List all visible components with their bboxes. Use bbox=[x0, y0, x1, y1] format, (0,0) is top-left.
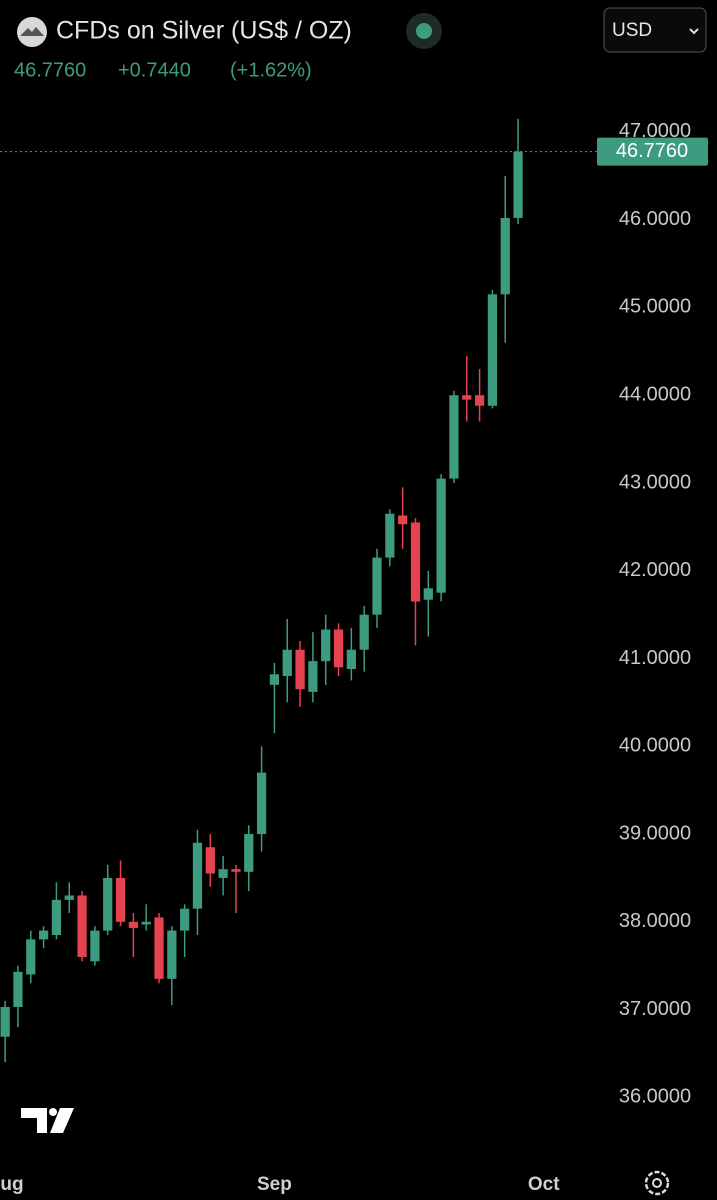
last-price-label: 46.7760 bbox=[616, 140, 688, 162]
y-tick-label: 46.0000 bbox=[619, 208, 691, 230]
candle-body bbox=[154, 917, 164, 979]
currency-select[interactable] bbox=[603, 7, 707, 53]
candle-body bbox=[385, 513, 395, 558]
tv-logo bbox=[21, 1108, 74, 1133]
plot: 36.0000 37.0000 38.0000 39.0000 40.0000 41.00… bbox=[0, 118, 708, 1195]
candle-body bbox=[51, 899, 62, 935]
y-tick-label: 36.0000 bbox=[619, 1086, 691, 1108]
tv-logo-dot bbox=[49, 1108, 57, 1116]
symbol-title: CFDs on Silver (US$ / OZ) bbox=[56, 17, 352, 45]
candle-body bbox=[192, 842, 203, 909]
y-tick-label: 40.0000 bbox=[619, 735, 691, 757]
last-price: 46.7760 bbox=[14, 59, 86, 81]
candle-body bbox=[64, 895, 74, 900]
status-dot bbox=[416, 23, 432, 39]
candle-body bbox=[128, 921, 138, 928]
candle-body bbox=[423, 588, 433, 600]
candle-body bbox=[26, 939, 36, 975]
candle-body bbox=[269, 674, 280, 685]
candle-body bbox=[90, 930, 100, 962]
candle-body bbox=[205, 847, 215, 874]
candle-body bbox=[462, 395, 472, 400]
candle-body bbox=[141, 921, 151, 925]
y-tick-label: 45.0000 bbox=[619, 296, 691, 318]
price-change: +0.7440 bbox=[118, 59, 191, 81]
symbol-icon-mark bbox=[20, 27, 44, 36]
y-tick-label: 44.0000 bbox=[619, 384, 691, 406]
candle-body bbox=[372, 557, 382, 615]
candle-body bbox=[308, 661, 318, 692]
y-tick-label: 41.0000 bbox=[619, 647, 691, 669]
y-tick-label: 47.0000 bbox=[619, 120, 691, 142]
candle-body bbox=[180, 908, 190, 931]
candle-body bbox=[0, 1006, 10, 1037]
currency-label[interactable]: USD bbox=[612, 20, 652, 41]
y-tick-label: 37.0000 bbox=[619, 998, 691, 1020]
candle-body bbox=[487, 294, 498, 406]
candle-body bbox=[115, 877, 126, 922]
settings-icon[interactable] bbox=[644, 1170, 670, 1196]
candle-body bbox=[244, 834, 254, 872]
select-chevron[interactable] bbox=[689, 28, 699, 35]
last-price-box bbox=[597, 137, 708, 166]
candle-body bbox=[256, 772, 267, 835]
candle-body bbox=[436, 478, 446, 593]
candle-body bbox=[77, 895, 87, 957]
gear-hub[interactable] bbox=[652, 1178, 662, 1188]
candle-body bbox=[295, 649, 305, 690]
candle-body bbox=[500, 217, 510, 295]
candle-body bbox=[13, 971, 23, 1007]
x-tick-label: Oct bbox=[528, 1174, 560, 1195]
tv-logo-t bbox=[21, 1108, 47, 1133]
candle-body bbox=[321, 629, 331, 662]
candle-body bbox=[231, 869, 241, 872]
y-tick-label: 39.0000 bbox=[619, 822, 691, 844]
price-change-pct: (+1.62%) bbox=[230, 59, 312, 81]
candle-body bbox=[38, 930, 49, 940]
candle-body bbox=[346, 649, 356, 670]
candle-body bbox=[513, 151, 523, 218]
y-tick-label: 38.0000 bbox=[619, 910, 691, 932]
tv-logo-v bbox=[50, 1108, 74, 1133]
candle-body bbox=[449, 395, 459, 479]
candle-body bbox=[333, 629, 344, 668]
candle-body bbox=[103, 877, 113, 931]
candle-body bbox=[410, 522, 421, 602]
x-tick-label: Aug bbox=[0, 1174, 24, 1195]
x-tick-label: Sep bbox=[257, 1174, 292, 1195]
candle-body bbox=[359, 614, 369, 650]
candle-body bbox=[474, 395, 485, 406]
candle-body bbox=[167, 930, 177, 979]
candle-body bbox=[218, 869, 228, 878]
candle-body bbox=[398, 515, 408, 525]
gear[interactable] bbox=[644, 1170, 670, 1196]
y-tick-label: 43.0000 bbox=[619, 471, 691, 493]
y-tick-label: 42.0000 bbox=[619, 559, 691, 581]
candle-body bbox=[282, 649, 292, 677]
